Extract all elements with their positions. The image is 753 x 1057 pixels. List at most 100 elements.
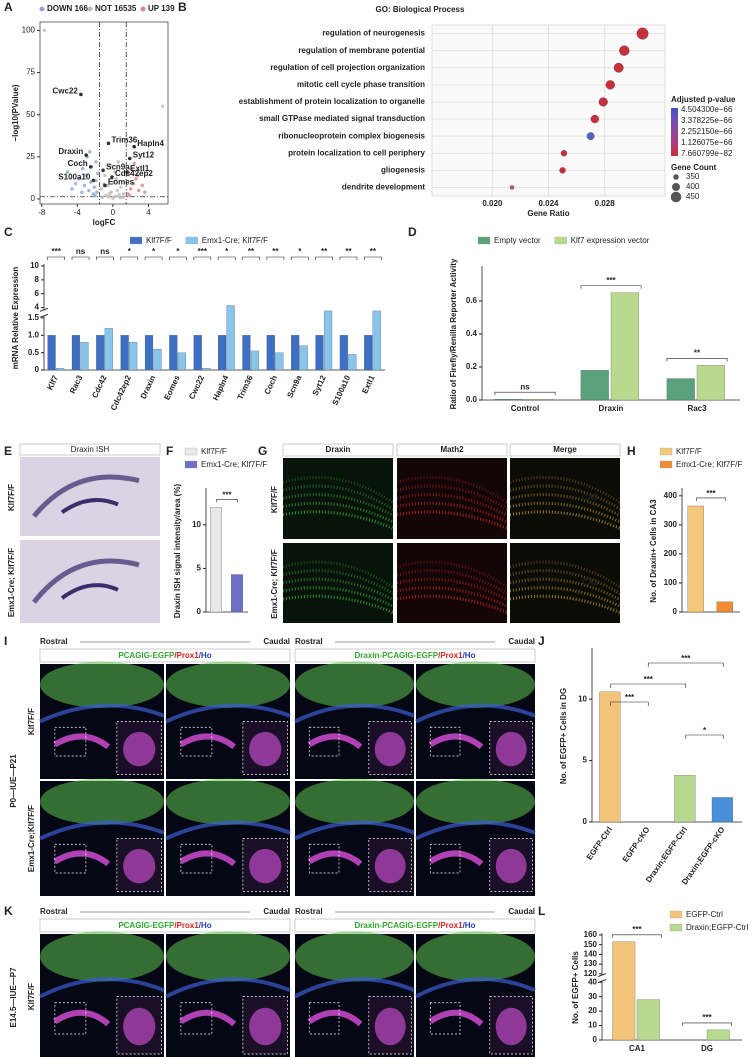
axis-break <box>40 309 48 316</box>
x-tick-label: Rac3 <box>687 404 707 413</box>
bar <box>144 335 154 371</box>
x-tick-label: DG <box>701 1044 713 1053</box>
bar <box>524 399 553 401</box>
inset-signal <box>249 731 282 767</box>
x-tick-label: -8 <box>38 208 46 217</box>
y-tick-label: 100 <box>22 26 36 35</box>
axis-break-mark <box>39 307 49 312</box>
bar <box>706 1029 730 1041</box>
significance-bracket <box>290 256 309 260</box>
cell-layer <box>396 475 508 504</box>
egfp-signal <box>416 931 535 982</box>
cell-layer <box>282 594 394 614</box>
significance-label: ** <box>321 247 328 256</box>
significance-bracket <box>685 734 724 739</box>
bar <box>169 335 178 371</box>
dot <box>613 62 624 73</box>
header-box <box>294 918 536 933</box>
size-legend-marker <box>673 174 679 180</box>
micrograph-bg <box>20 540 160 623</box>
point <box>105 183 110 188</box>
legend-swatch <box>129 236 143 245</box>
bar <box>315 335 324 371</box>
x-tick-label: Draxin <box>139 374 158 400</box>
x-tick-label: Draxin;EGFP-Ctrl <box>644 825 689 884</box>
x-tick-label: Trim36 <box>236 373 255 401</box>
colorbar-label: 3.378225e−66 <box>681 116 733 125</box>
point <box>96 171 100 176</box>
micrograph <box>282 458 394 539</box>
point <box>128 187 133 191</box>
annotated-point <box>84 153 89 157</box>
bar <box>291 335 300 371</box>
axis-label: Caudal <box>263 907 290 916</box>
inset-signal <box>374 848 406 884</box>
bar <box>120 335 129 371</box>
micrograph <box>39 661 165 779</box>
legend-swatch <box>669 923 683 932</box>
panel-title: Draxin ISH <box>71 445 110 454</box>
x-tick-label: Syt12 <box>311 373 328 397</box>
legend-label: Draxin;EGFP-Ctrl <box>686 923 748 932</box>
bar <box>104 328 113 371</box>
micrograph-bg <box>397 543 507 623</box>
hoechst-signal <box>165 977 291 999</box>
y-tick-label: 20 <box>588 1006 597 1015</box>
point <box>136 188 141 193</box>
legend-swatch <box>659 447 673 456</box>
significance-label: *** <box>52 247 62 256</box>
x-tick-label: EGFP-cKO <box>621 825 652 864</box>
group-title-part: /Ho <box>463 651 476 660</box>
y-tick-label: 50 <box>26 110 35 119</box>
point <box>136 173 140 178</box>
legend-marker <box>39 6 45 12</box>
micrograph <box>282 543 394 623</box>
legend-label: Klf7F/F <box>146 236 172 245</box>
point <box>88 180 93 184</box>
point <box>117 193 121 197</box>
micrograph <box>509 543 621 623</box>
size-legend-label: 400 <box>686 182 700 191</box>
inset-signal <box>123 731 156 767</box>
legend-label: Klf7F/F <box>201 447 227 456</box>
egfp-signal <box>40 661 164 708</box>
point <box>77 177 81 181</box>
dot <box>636 27 649 40</box>
significance-bracket <box>169 256 187 260</box>
inset-box <box>54 1002 87 1035</box>
y-tick-label: 75 <box>26 68 35 77</box>
header-box <box>39 648 291 663</box>
significance-bracket <box>120 256 139 260</box>
x-tick-label: -4 <box>74 208 82 217</box>
point <box>93 193 97 198</box>
region-label: CA3 <box>582 493 599 502</box>
legend-swatch <box>184 447 198 456</box>
point <box>114 177 119 181</box>
point <box>42 28 47 33</box>
dot <box>559 167 566 174</box>
bar <box>177 352 186 371</box>
colorbar <box>671 108 678 156</box>
significance-label: ns <box>520 382 530 391</box>
point <box>92 185 96 189</box>
inset-box <box>54 726 87 757</box>
bar <box>71 335 81 371</box>
x-tick-label: Klf7 <box>45 373 60 391</box>
significance-label: * <box>703 726 707 735</box>
chart-title: GO: Biological Process <box>376 5 465 14</box>
y-axis-label: Draxin ISH signal intensity/area (%) <box>173 484 182 619</box>
inset-box <box>308 1002 340 1035</box>
group-title-part: PCAGIG-EGFP <box>118 921 175 930</box>
significance-bracket <box>216 499 238 503</box>
hoechst-signal <box>39 977 165 999</box>
axis-label: Caudal <box>508 637 535 646</box>
significance-label: *** <box>625 693 635 702</box>
point <box>80 166 85 171</box>
bar <box>612 941 636 1041</box>
group-title-part: /Prox1 <box>438 921 463 930</box>
axis-label: Caudal <box>263 637 290 646</box>
bar <box>96 335 105 371</box>
gene-label: Cdc42ep2 <box>115 169 153 178</box>
hoechst-signal <box>165 820 291 841</box>
